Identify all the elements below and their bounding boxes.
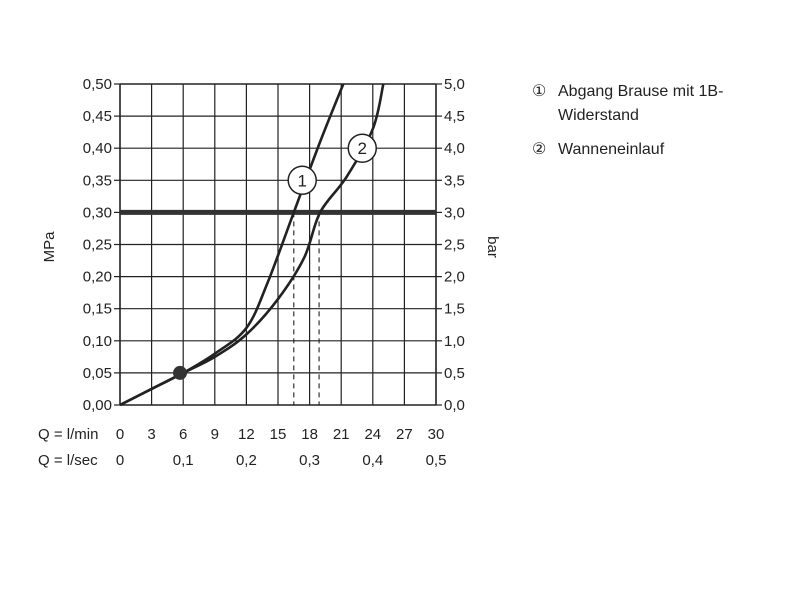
operating-point bbox=[173, 365, 188, 380]
x-primary-tick-label: 24 bbox=[364, 426, 381, 443]
legend-marker-1: ① bbox=[532, 83, 547, 100]
y-right-tick-label: 1,0 bbox=[444, 333, 465, 350]
x-secondary-tick-label: 0,2 bbox=[236, 452, 257, 469]
x-primary-tick-label: 3 bbox=[147, 426, 155, 443]
x-secondary-tick-label: 0,5 bbox=[426, 452, 447, 469]
tick-labels: 0,000,050,100,150,200,250,300,350,400,45… bbox=[83, 76, 465, 469]
legend: ① Abgang Brause mit 1B-Widerstand ② Wann… bbox=[532, 80, 772, 172]
y-left-tick-label: 0,15 bbox=[83, 301, 112, 318]
legend-label-2: Wanneneinlauf bbox=[558, 141, 665, 158]
series-marker-label-1: 1 bbox=[297, 171, 306, 190]
y-right-tick-label: 4,5 bbox=[444, 108, 465, 125]
legend-item-1: ① Abgang Brause mit 1B-Widerstand bbox=[532, 80, 772, 128]
legend-marker-2: ② bbox=[532, 141, 547, 158]
x-secondary-axis-title: Q = l/sec bbox=[38, 452, 98, 469]
series-marker-circle-1 bbox=[287, 165, 317, 196]
y-right-tick-label: 3,5 bbox=[444, 172, 465, 189]
x-secondary-tick-label: 0,4 bbox=[362, 452, 383, 469]
y-right-tick-label: 0,5 bbox=[444, 365, 465, 382]
x-primary-tick-label: 12 bbox=[238, 426, 255, 443]
y-left-tick-label: 0,35 bbox=[83, 172, 112, 189]
series-group bbox=[119, 83, 385, 407]
y-right-tick-label: 5,0 bbox=[444, 76, 465, 93]
y-left-axis-title: MPa bbox=[41, 231, 58, 263]
x-primary-tick-label: 6 bbox=[179, 426, 187, 443]
y-right-tick-label: 0,0 bbox=[444, 397, 465, 414]
x-secondary-tick-label: 0,3 bbox=[299, 452, 320, 469]
y-right-tick-label: 4,0 bbox=[444, 140, 465, 157]
x-primary-tick-label: 0 bbox=[116, 426, 124, 443]
legend-label-1: Abgang Brause mit 1B-Widerstand bbox=[558, 83, 724, 124]
series-marker-circle-2 bbox=[347, 133, 378, 163]
y-right-tick-label: 1,5 bbox=[444, 301, 465, 318]
grid bbox=[114, 83, 442, 406]
x-primary-tick-label: 15 bbox=[270, 426, 287, 443]
series-marker-label-2: 2 bbox=[358, 139, 367, 158]
y-left-tick-label: 0,50 bbox=[83, 76, 112, 93]
legend-item-2: ② Wanneneinlauf bbox=[532, 138, 772, 162]
y-right-axis-title: bar bbox=[484, 236, 501, 258]
y-left-tick-label: 0,10 bbox=[83, 333, 112, 350]
y-left-tick-label: 0,00 bbox=[83, 397, 112, 414]
y-left-tick-label: 0,40 bbox=[83, 140, 112, 157]
x-primary-tick-label: 18 bbox=[301, 426, 318, 443]
series-line-2 bbox=[119, 83, 385, 407]
x-primary-tick-label: 30 bbox=[428, 426, 445, 443]
x-secondary-tick-label: 0 bbox=[116, 452, 124, 469]
y-left-tick-label: 0,20 bbox=[83, 269, 112, 286]
series-label-markers: 12 bbox=[287, 133, 378, 196]
x-primary-tick-label: 9 bbox=[211, 426, 219, 443]
x-primary-tick-label: 27 bbox=[396, 426, 413, 443]
x-secondary-tick-label: 0,1 bbox=[173, 452, 194, 469]
y-left-tick-label: 0,05 bbox=[83, 365, 112, 382]
y-left-tick-label: 0,25 bbox=[83, 237, 112, 254]
y-right-tick-label: 2,0 bbox=[444, 269, 465, 286]
y-left-tick-label: 0,30 bbox=[83, 204, 112, 221]
x-primary-axis-title: Q = l/min bbox=[38, 426, 98, 443]
y-right-tick-label: 3,0 bbox=[444, 204, 465, 221]
x-primary-tick-label: 21 bbox=[333, 426, 350, 443]
y-left-tick-label: 0,45 bbox=[83, 108, 112, 125]
y-right-tick-label: 2,5 bbox=[444, 237, 465, 254]
